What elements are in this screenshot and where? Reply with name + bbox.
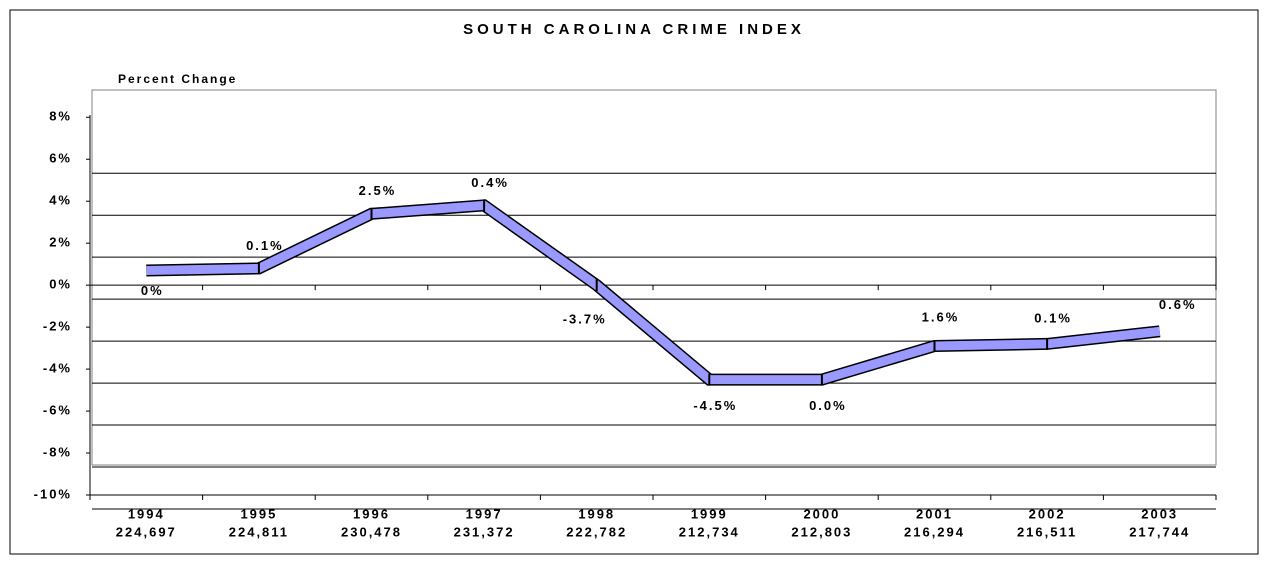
y-tick-label: -8% (43, 444, 72, 459)
x-tick-sublabel: 216,511 (1017, 524, 1077, 539)
annotation: 0.0% (809, 398, 847, 413)
x-tick-label: 1998 (578, 506, 615, 521)
y-tick-label: -2% (43, 319, 72, 334)
annotation: 0.1% (246, 238, 284, 253)
annotation: 1.6% (922, 309, 960, 324)
x-tick-sublabel: 224,811 (229, 524, 289, 539)
frame (9, 9, 1259, 555)
annotation: 0% (141, 283, 164, 298)
y-tick-label: 0% (49, 277, 72, 292)
y-tick-label: -4% (43, 361, 72, 376)
chart-title: SOUTH CAROLINA CRIME INDEX (463, 21, 805, 38)
x-tick-sublabel: 222,782 (566, 524, 627, 539)
annotation: 0.4% (471, 175, 509, 190)
y-tick-label: -6% (43, 402, 72, 417)
x-tick-label: 1994 (128, 506, 165, 521)
x-tick-label: 2003 (1141, 506, 1178, 521)
y-axis-label: Percent Change (118, 72, 237, 86)
line (146, 200, 1161, 385)
x-tick-label: 2000 (803, 506, 840, 521)
x-tick-sublabel: 212,803 (791, 524, 852, 539)
x-tick-sublabel: 217,744 (1129, 524, 1190, 539)
x-tick-sublabel: 212,734 (679, 524, 740, 539)
annotation: -4.5% (693, 398, 737, 413)
x-tick-sublabel: 230,478 (341, 524, 402, 539)
x-tick-label: 1997 (466, 506, 503, 521)
x-tick-label: 1999 (691, 506, 728, 521)
x-tick-label: 2001 (916, 506, 953, 521)
y-tick-label: 6% (49, 151, 72, 166)
x-tick-sublabel: 224,697 (116, 524, 177, 539)
y-tick-label: 8% (49, 109, 72, 124)
x-tick-sublabel: 231,372 (454, 524, 515, 539)
x-tick-sublabel: 216,294 (904, 524, 965, 539)
x-tick-label: 1996 (353, 506, 390, 521)
y-tick-label: 4% (49, 193, 72, 208)
y-tick-label: -10% (34, 486, 72, 501)
annotation: -3.7% (563, 312, 607, 327)
x-tick-label: 2002 (1029, 506, 1066, 521)
annotation: 0.6% (1159, 297, 1197, 312)
x-tick-label: 1995 (240, 506, 277, 521)
y-tick-label: 2% (49, 235, 72, 250)
annotation: 2.5% (359, 183, 397, 198)
annotation: 0.1% (1034, 310, 1072, 325)
